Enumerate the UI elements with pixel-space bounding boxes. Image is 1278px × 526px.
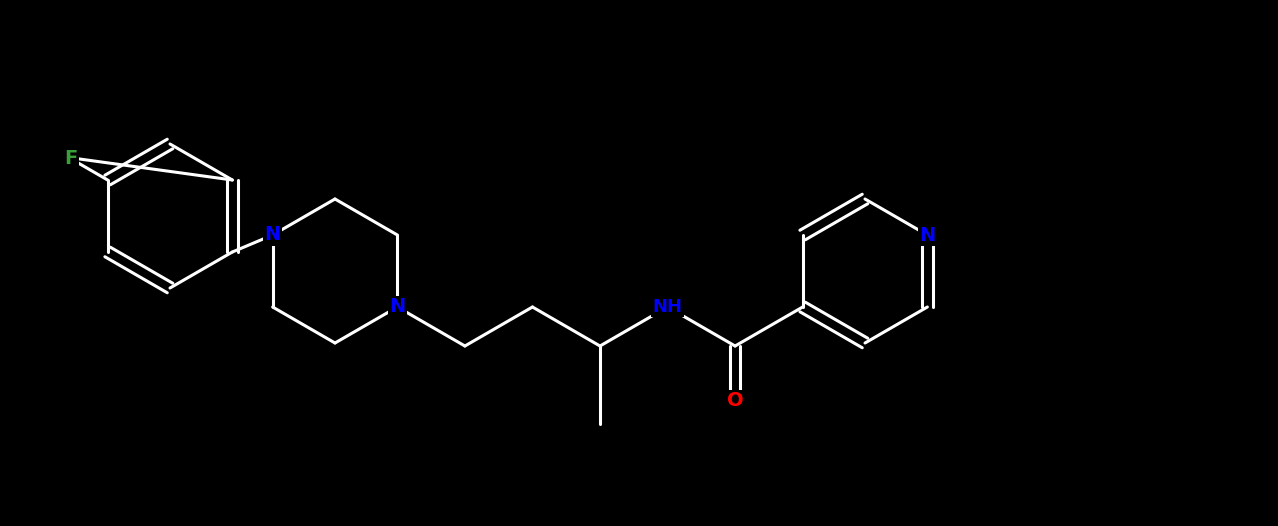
Text: NH: NH <box>653 298 682 316</box>
Text: O: O <box>727 391 744 410</box>
Text: F: F <box>63 148 75 167</box>
Text: N: N <box>265 226 281 245</box>
Text: F: F <box>65 149 78 168</box>
Text: N: N <box>390 298 405 317</box>
Text: N: N <box>919 226 935 245</box>
